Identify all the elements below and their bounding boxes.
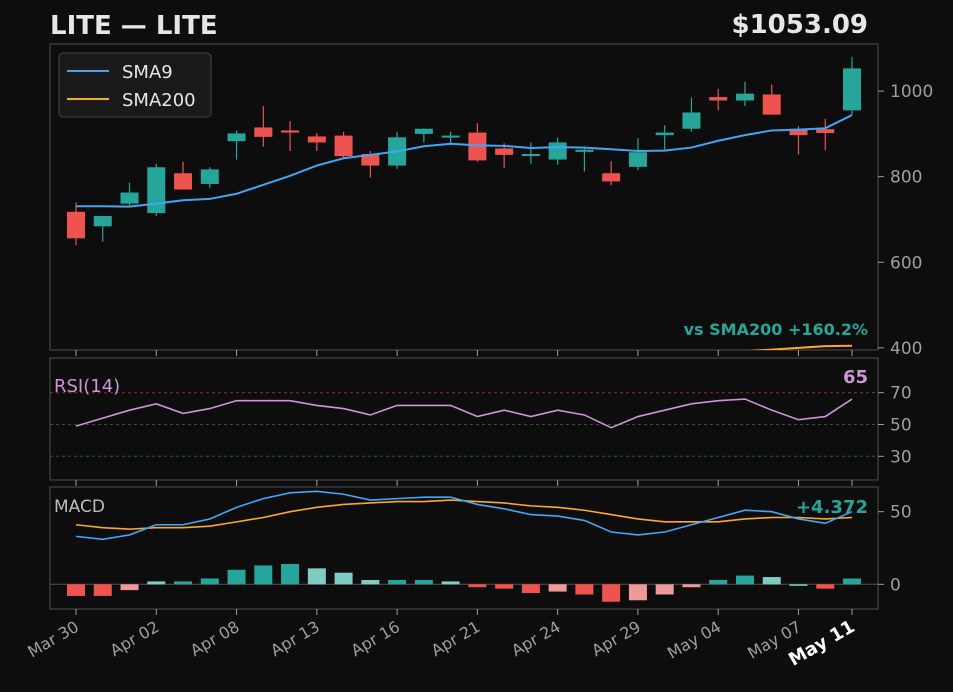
- macd-hist-bar: [816, 584, 835, 589]
- candle-body: [762, 94, 781, 115]
- candle-body: [735, 93, 754, 101]
- macd-hist-bar: [575, 584, 594, 595]
- candle-body: [93, 216, 112, 227]
- x-tick-label: May 04: [664, 617, 724, 663]
- rsi-line: [75, 398, 853, 429]
- macd-hist-bar: [174, 581, 193, 585]
- candle-body: [334, 135, 353, 157]
- candle-body: [281, 130, 300, 133]
- candle-body: [521, 153, 540, 156]
- candle-body: [628, 152, 647, 167]
- candles: [67, 56, 861, 246]
- macd-hist-bar: [789, 584, 808, 586]
- macd-hist-bar: [388, 579, 407, 585]
- macd-hist-bar: [495, 584, 514, 589]
- macd-hist-bar: [254, 565, 273, 585]
- price-y-tick-label: 1000: [890, 82, 933, 102]
- macd-hist-bar: [682, 584, 701, 588]
- candle-body: [575, 149, 594, 152]
- macd-hist-bar: [735, 575, 754, 585]
- macd-hist-bar: [361, 579, 380, 585]
- candle-body: [816, 129, 835, 134]
- rsi-panel: [49, 357, 879, 481]
- macd-hist-bar: [548, 584, 567, 592]
- macd-hist-bar: [414, 579, 433, 585]
- macd-label: MACD: [54, 497, 105, 517]
- rsi-y-tick-label: 50: [890, 416, 912, 436]
- legend: SMA9 SMA200: [58, 52, 212, 118]
- x-tick-label: Apr 02: [107, 617, 163, 660]
- candle-body: [843, 68, 861, 111]
- macd-hist-bar: [709, 579, 728, 585]
- macd-hist-bar: [521, 584, 540, 594]
- macd-hist-bar: [843, 578, 861, 585]
- macd-hist-bar: [762, 577, 781, 585]
- macd-hist-bar: [281, 563, 300, 585]
- rsi-y-tick-label: 70: [890, 384, 912, 404]
- macd-y-tick-label: 0: [890, 575, 901, 595]
- macd-value: +4.372: [796, 497, 868, 518]
- candle-body: [789, 128, 808, 136]
- macd-y-tick-label: 50: [890, 503, 912, 523]
- legend-sma200-label: SMA200: [122, 90, 196, 111]
- x-tick-label: Apr 21: [428, 617, 484, 660]
- candle-body: [682, 112, 701, 129]
- macd-panel: [49, 486, 879, 610]
- candle-body: [602, 173, 621, 182]
- macd-hist-bar: [655, 584, 674, 595]
- candle-body: [495, 148, 514, 155]
- price-label: $1053.09: [731, 10, 868, 40]
- candle-body: [174, 173, 193, 190]
- legend-box: [58, 52, 212, 118]
- rsi-levels: 70 50 30: [50, 384, 912, 467]
- macd-line: [75, 490, 853, 541]
- x-tick-label: Apr 08: [187, 617, 243, 660]
- sma9-line: [76, 114, 853, 208]
- macd-hist-bar: [602, 584, 621, 602]
- candle-body: [468, 132, 487, 161]
- candle-body: [655, 132, 674, 136]
- candle-body: [147, 167, 166, 214]
- macd-hist-bar: [441, 581, 460, 585]
- candle-body: [709, 97, 728, 101]
- candle-body: [227, 133, 246, 142]
- macd-hist-bar: [147, 581, 166, 585]
- price-y-tick-label: 600: [890, 253, 922, 273]
- chart-title: LITE — LITE: [50, 11, 218, 41]
- macd-hist-bar: [200, 578, 219, 585]
- macd-hist-bar: [93, 584, 112, 596]
- x-tick-label: Mar 30: [24, 617, 82, 661]
- sma200-annotation: vs SMA200 +160.2%: [684, 320, 868, 339]
- candle-body: [414, 128, 433, 134]
- rsi-label: RSI(14): [54, 376, 120, 397]
- candle-body: [120, 192, 139, 204]
- macd-hist-bar: [227, 569, 246, 585]
- candle-body: [254, 127, 273, 137]
- rsi-value: 65: [843, 367, 868, 388]
- candle-body: [200, 169, 219, 184]
- rsi-y-tick-label: 30: [890, 447, 912, 467]
- macd-hist-bar: [67, 584, 85, 596]
- candle-body: [441, 135, 460, 138]
- x-tick-label: Apr 13: [267, 617, 323, 660]
- x-tick-label: Apr 24: [508, 617, 564, 660]
- macd-hist-bar: [120, 584, 139, 591]
- candle-body: [307, 136, 326, 143]
- macd-hist-bar: [334, 572, 353, 585]
- macd-hist-bar: [468, 584, 487, 588]
- candle-body: [548, 142, 567, 160]
- macd-hist-bar: [307, 568, 326, 585]
- price-y-tick-label: 400: [890, 339, 922, 359]
- candle-body: [67, 211, 85, 239]
- price-y-tick-label: 800: [890, 168, 922, 188]
- macd-histogram: [67, 563, 861, 602]
- candle-body: [361, 153, 380, 166]
- price-y-axis: 400 600 800 1000: [878, 82, 933, 359]
- legend-sma9-label: SMA9: [122, 62, 173, 83]
- x-tick-label: Apr 29: [588, 617, 644, 660]
- macd-hist-bar: [628, 584, 647, 601]
- x-tick-label: Apr 16: [348, 617, 404, 660]
